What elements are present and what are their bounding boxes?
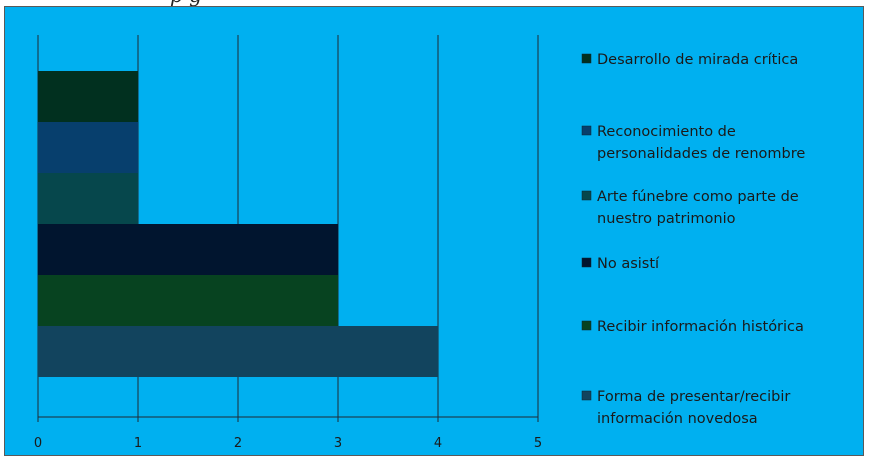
x-tick-label-3: 3 (334, 436, 342, 451)
legend-label-4-line-1: No asistí (597, 256, 660, 272)
bar-chart: 0 1 2 3 4 5 Desarrollo de mirada crítica Recono… (34, 35, 805, 451)
legend-label-6-line-2: información novedosa (597, 411, 758, 427)
legend-label-2-line-1: Reconocimiento de (597, 124, 736, 140)
x-tick-label-4: 4 (434, 436, 442, 451)
bar-1 (38, 326, 438, 377)
x-tick-label-2: 2 (234, 436, 242, 451)
legend-swatch-1 (581, 53, 592, 64)
x-tick-label-1: 1 (134, 436, 142, 451)
bar-6 (38, 71, 138, 122)
legend-label-3-line-2: nuestro patrimonio (597, 211, 736, 227)
legend-label-5-line-1: Recibir información histórica (597, 319, 804, 335)
legend-swatch-4 (581, 257, 592, 268)
x-tick-label-5: 5 (534, 436, 542, 451)
legend-swatch-6 (581, 390, 592, 401)
legend-swatch-2 (581, 125, 592, 136)
legend-label-6-line-1: Forma de presentar/recibir (597, 389, 790, 405)
bar-2 (38, 275, 338, 326)
legend-label-1-line-1: Desarrollo de mirada crítica (597, 52, 798, 68)
legend-swatch-5 (581, 320, 592, 331)
legend-label-3-line-1: Arte fúnebre como parte de (597, 189, 799, 205)
chart-area: 0 1 2 3 4 5 Desarrollo de mirada crítica Recono… (4, 6, 864, 456)
x-tick-label-0: 0 (34, 436, 42, 451)
bar-3 (38, 224, 338, 275)
bar-5 (38, 122, 138, 173)
legend-swatch-3 (581, 190, 592, 201)
bar-4 (38, 173, 138, 224)
page-title-fragment: p g (0, 0, 869, 6)
legend-label-2-line-2: personalidades de renombre (597, 146, 805, 162)
